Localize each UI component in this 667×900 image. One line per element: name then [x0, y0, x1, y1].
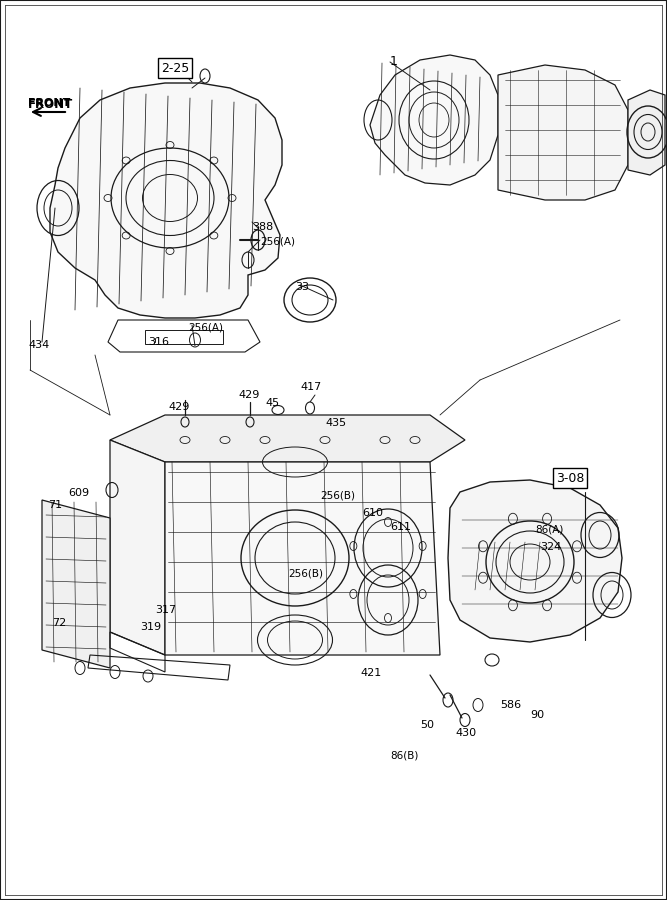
Polygon shape: [498, 65, 628, 200]
Polygon shape: [42, 500, 110, 668]
Text: 256(A): 256(A): [260, 237, 295, 247]
Text: 611: 611: [390, 522, 411, 532]
Text: 388: 388: [252, 222, 273, 232]
Text: 90: 90: [530, 710, 544, 720]
Text: 324: 324: [540, 542, 561, 552]
Text: 45: 45: [265, 398, 279, 408]
Text: 1: 1: [390, 55, 398, 68]
Text: 2-25: 2-25: [161, 61, 189, 75]
Text: 429: 429: [238, 390, 259, 400]
Text: 316: 316: [148, 337, 169, 347]
Text: FRONT: FRONT: [28, 98, 71, 108]
Polygon shape: [165, 462, 440, 655]
Text: 319: 319: [140, 622, 161, 632]
Text: 86(A): 86(A): [535, 525, 564, 535]
Text: 609: 609: [68, 488, 89, 498]
Polygon shape: [370, 55, 498, 185]
Text: 421: 421: [360, 668, 382, 678]
Text: 86(B): 86(B): [390, 750, 418, 760]
Text: 435: 435: [325, 418, 346, 428]
Polygon shape: [110, 440, 165, 655]
Text: FRONT: FRONT: [28, 98, 73, 111]
Text: 429: 429: [168, 402, 189, 412]
Text: 434: 434: [28, 340, 49, 350]
Text: 50: 50: [420, 720, 434, 730]
Bar: [145, 330, 223, 344]
Text: 71: 71: [48, 500, 62, 510]
Text: 317: 317: [155, 605, 176, 615]
Text: 417: 417: [300, 382, 321, 392]
Text: 33: 33: [295, 282, 309, 292]
Polygon shape: [50, 83, 282, 318]
Text: 586: 586: [500, 700, 521, 710]
Text: 256(A): 256(A): [188, 322, 223, 332]
Polygon shape: [110, 415, 465, 462]
Text: 256(B): 256(B): [288, 568, 323, 578]
Text: 256(B): 256(B): [320, 490, 355, 500]
Polygon shape: [448, 480, 622, 642]
Text: 430: 430: [455, 728, 476, 738]
Text: 3-08: 3-08: [556, 472, 584, 484]
Polygon shape: [628, 90, 665, 175]
Text: 72: 72: [52, 618, 66, 628]
Text: 610: 610: [362, 508, 383, 518]
